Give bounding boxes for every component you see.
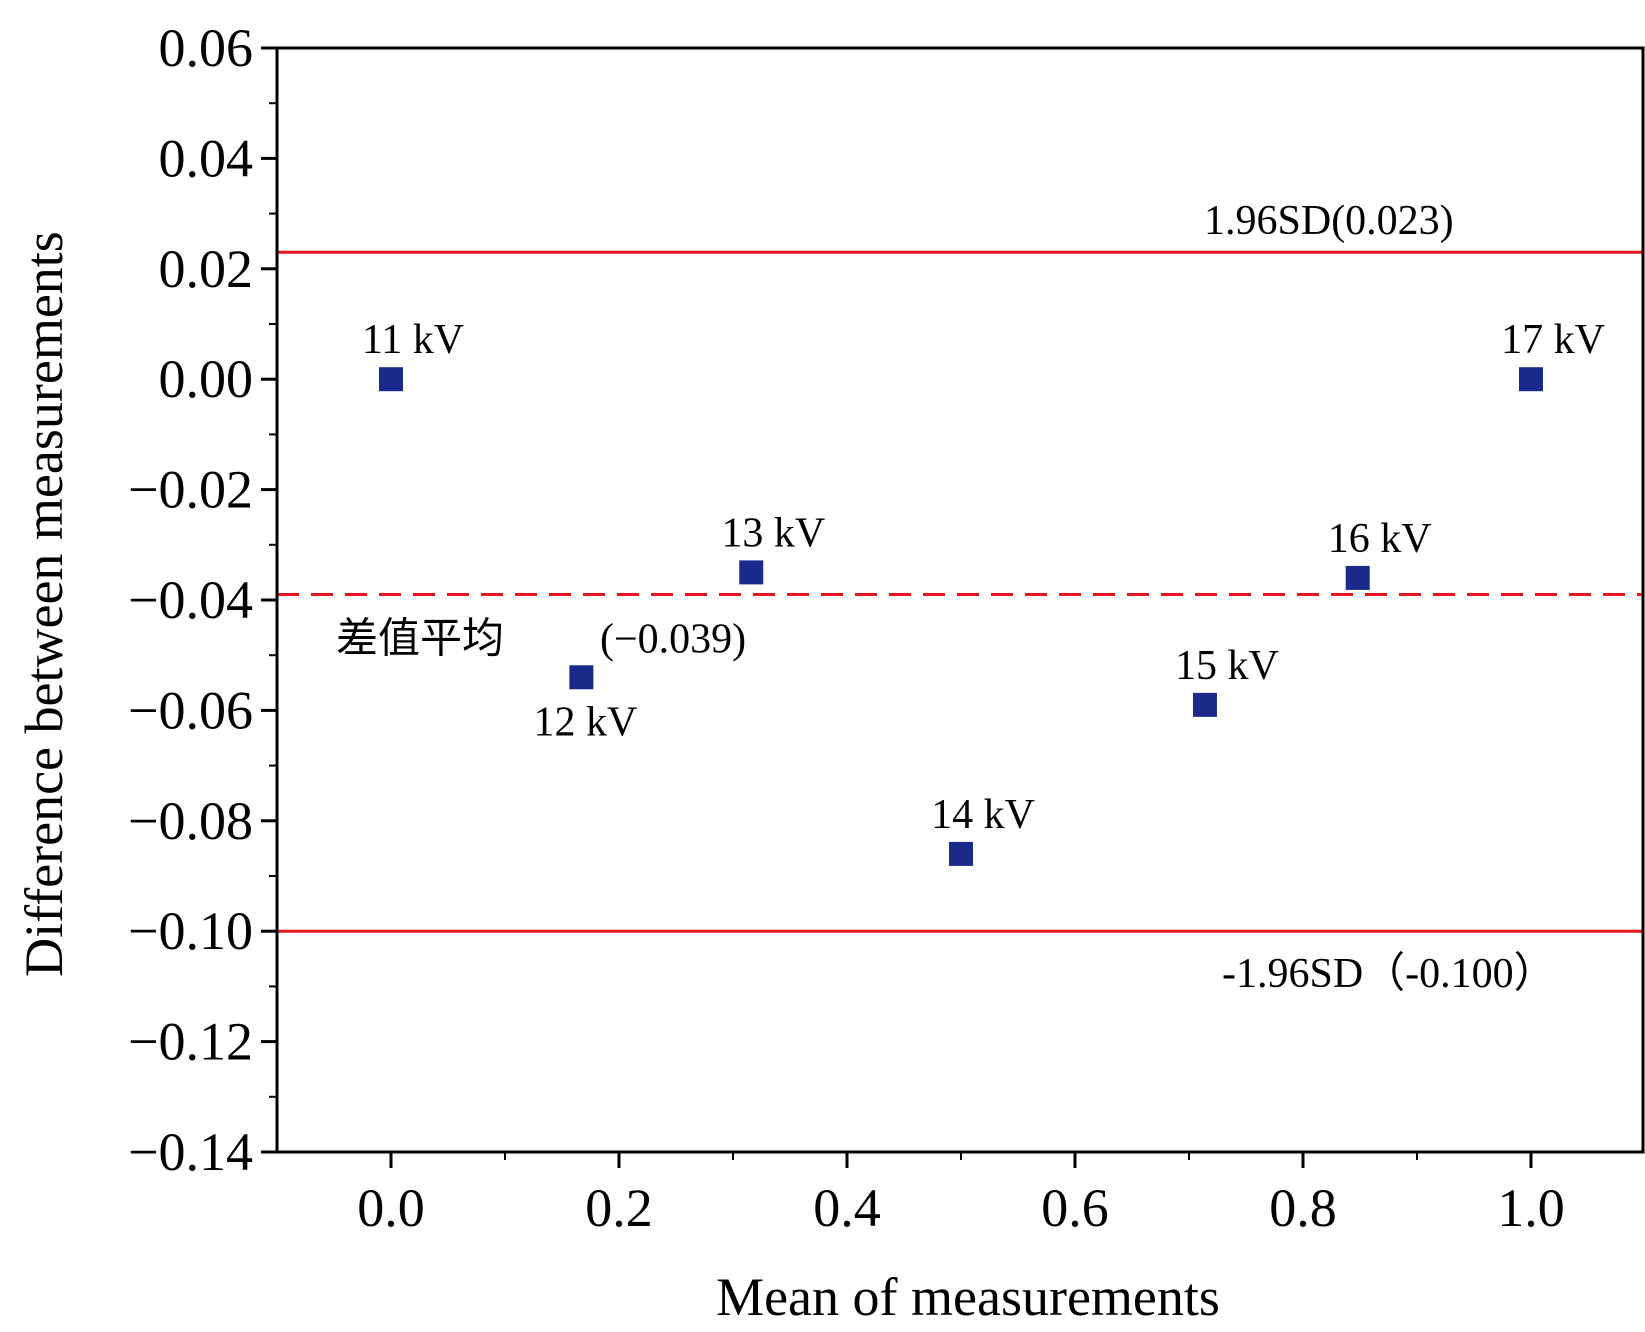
y-tick-label: 0.00 (159, 349, 254, 409)
data-point-label: 14 kV (931, 792, 1035, 838)
x-tick-label: 0.4 (813, 1178, 881, 1238)
data-point-label: 13 kV (721, 510, 825, 556)
data-point-marker (569, 665, 594, 690)
data-point-label: 11 kV (362, 317, 464, 363)
y-tick-label: −0.04 (128, 570, 253, 630)
data-point-marker (1345, 565, 1370, 590)
y-tick-label: 0.02 (159, 239, 254, 299)
x-tick-label: 0.8 (1269, 1178, 1337, 1238)
data-point-marker (949, 841, 973, 866)
upper-limit-label: 1.96SD(0.023) (1204, 198, 1454, 244)
data-point-marker (1192, 692, 1217, 717)
data-points (379, 367, 1543, 866)
data-point-label: 17 kV (1501, 317, 1605, 363)
data-point-label: 15 kV (1175, 643, 1279, 689)
y-tick-label: −0.08 (128, 791, 253, 851)
annotations: 1.96SD(0.023) 差值平均 (−0.039) -1.96SD（-0.100）… (336, 198, 1605, 997)
x-tick-label: 1.0 (1497, 1178, 1565, 1238)
mean-difference-value-label: (−0.039) (600, 616, 746, 662)
data-point-label: 16 kV (1328, 516, 1432, 562)
y-tick-label: −0.14 (128, 1122, 253, 1182)
y-tick-label: 0.06 (159, 18, 254, 78)
mean-difference-label: 差值平均 (336, 616, 504, 662)
y-axis-title: Difference between measurements (14, 231, 74, 977)
x-tick-label: 0.6 (1041, 1178, 1109, 1238)
data-point-marker (1519, 367, 1543, 392)
y-tick-label: −0.06 (128, 680, 253, 740)
reference-lines (277, 250, 1643, 933)
data-point-marker (379, 367, 403, 392)
y-tick-label: 0.04 (159, 128, 254, 188)
y-tick-label: −0.10 (128, 901, 253, 961)
x-tick-label: 0.2 (585, 1178, 653, 1238)
data-point-label: 12 kV (533, 699, 637, 745)
y-tick-label: −0.02 (128, 460, 253, 520)
x-tick-label: 0.0 (357, 1178, 425, 1238)
lower-limit-label: -1.96SD（-0.100） (1222, 951, 1556, 997)
y-tick-label: −0.12 (128, 1012, 253, 1072)
data-point-marker (739, 560, 764, 585)
x-axis-title: Mean of measurements (716, 1267, 1220, 1327)
axes: 0.06 0.04 0.02 0.00 −0.02 −0.04 −0.06 −0.08 −0.1… (128, 18, 1645, 1238)
